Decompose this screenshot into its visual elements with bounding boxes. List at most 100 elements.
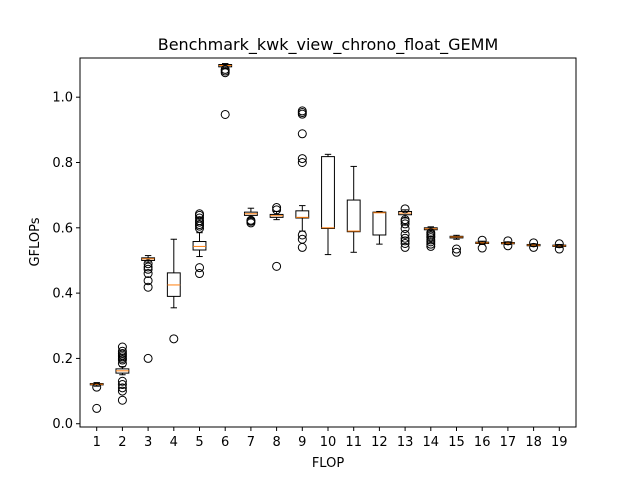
flier-point bbox=[117, 349, 127, 359]
x-axis-label: FLOP bbox=[312, 456, 344, 471]
flier-point bbox=[426, 235, 436, 245]
flier-point bbox=[143, 353, 153, 363]
box-5 bbox=[192, 209, 207, 279]
flier-point bbox=[117, 346, 127, 356]
flier-point bbox=[297, 242, 307, 252]
flier-point bbox=[272, 203, 282, 213]
flier-point bbox=[143, 282, 153, 292]
y-tick-label: 1.0 bbox=[52, 91, 73, 106]
flier-point bbox=[503, 241, 513, 251]
box-16 bbox=[475, 235, 490, 253]
flier-point bbox=[143, 264, 153, 274]
flier-point bbox=[143, 269, 153, 279]
box-4 bbox=[166, 238, 181, 344]
x-tick-label: 17 bbox=[500, 435, 517, 450]
flier-point bbox=[400, 219, 410, 229]
box-14 bbox=[423, 226, 438, 251]
flier-point bbox=[297, 234, 307, 244]
flier-point bbox=[92, 403, 102, 413]
flier-point bbox=[220, 109, 230, 119]
x-tick-label: 4 bbox=[170, 435, 178, 450]
flier-point bbox=[272, 205, 282, 215]
flier-point bbox=[117, 383, 127, 393]
box-body bbox=[321, 156, 335, 229]
y-tick-label: 0.0 bbox=[52, 417, 73, 432]
flier-point bbox=[400, 236, 410, 246]
x-tick-label: 9 bbox=[298, 435, 306, 450]
flier-point bbox=[297, 154, 307, 164]
flier-point bbox=[195, 216, 205, 226]
box-12 bbox=[372, 210, 387, 245]
flier-point bbox=[195, 213, 205, 223]
box-2 bbox=[115, 342, 130, 405]
flier-point bbox=[400, 229, 410, 239]
flier-point bbox=[117, 386, 127, 396]
x-tick-label: 10 bbox=[320, 435, 337, 450]
x-tick-label: 15 bbox=[448, 435, 465, 450]
y-tick-label: 0.6 bbox=[52, 221, 73, 236]
x-tick-label: 11 bbox=[345, 435, 362, 450]
flier-point bbox=[169, 334, 179, 344]
flier-point bbox=[143, 276, 153, 286]
box-body bbox=[295, 210, 310, 219]
flier-point bbox=[503, 236, 513, 246]
flier-point bbox=[195, 209, 205, 219]
flier-point bbox=[400, 233, 410, 243]
x-tick-label: 5 bbox=[195, 435, 203, 450]
flier-point bbox=[195, 220, 205, 230]
flier-point bbox=[117, 342, 127, 352]
flier-point bbox=[400, 204, 410, 214]
flier-point bbox=[117, 380, 127, 390]
flier-point bbox=[426, 228, 436, 238]
flier-point bbox=[297, 129, 307, 139]
flier-point bbox=[143, 262, 153, 272]
y-tick-label: 0.4 bbox=[52, 287, 73, 302]
box-9 bbox=[295, 106, 310, 252]
x-tick-label: 6 bbox=[221, 435, 229, 450]
y-tick-label: 0.8 bbox=[52, 156, 73, 171]
box-15 bbox=[449, 234, 464, 257]
flier-point bbox=[554, 244, 564, 254]
x-tick-label: 2 bbox=[118, 435, 126, 450]
flier-point bbox=[143, 259, 153, 269]
x-tick-label: 16 bbox=[474, 435, 491, 450]
flier-point bbox=[297, 230, 307, 240]
y-tick-label: 0.2 bbox=[52, 352, 73, 367]
flier-point bbox=[477, 243, 487, 253]
chart-title: Benchmark_kwk_view_chrono_float_GEMM bbox=[158, 35, 499, 55]
flier-point bbox=[220, 64, 230, 74]
x-tick-label: 8 bbox=[272, 435, 280, 450]
box-11 bbox=[346, 165, 361, 253]
flier-point bbox=[400, 215, 410, 225]
box-3 bbox=[141, 255, 156, 363]
flier-point bbox=[451, 247, 461, 257]
box-17 bbox=[500, 236, 515, 251]
x-tick-label: 19 bbox=[551, 435, 568, 450]
flier-point bbox=[272, 261, 282, 271]
flier-point bbox=[246, 215, 256, 225]
box-19 bbox=[552, 239, 567, 254]
box-18 bbox=[526, 238, 541, 252]
x-tick-label: 12 bbox=[371, 435, 388, 450]
flier-point bbox=[529, 238, 539, 248]
box-10 bbox=[321, 153, 335, 256]
x-tick-label: 1 bbox=[93, 435, 101, 450]
box-body bbox=[346, 199, 361, 233]
flier-point bbox=[400, 242, 410, 252]
box-1 bbox=[89, 382, 104, 413]
flier-point bbox=[117, 376, 127, 386]
flier-point bbox=[426, 241, 436, 251]
x-tick-label: 7 bbox=[247, 435, 255, 450]
flier-point bbox=[297, 106, 307, 116]
box-body bbox=[372, 211, 387, 236]
flier-point bbox=[400, 238, 410, 248]
flier-point bbox=[554, 239, 564, 249]
box-7 bbox=[243, 207, 258, 228]
flier-point bbox=[92, 382, 102, 392]
flier-point bbox=[477, 235, 487, 245]
box-6 bbox=[218, 63, 233, 119]
flier-point bbox=[451, 244, 461, 254]
flier-point bbox=[529, 242, 539, 252]
flier-point bbox=[195, 263, 205, 273]
